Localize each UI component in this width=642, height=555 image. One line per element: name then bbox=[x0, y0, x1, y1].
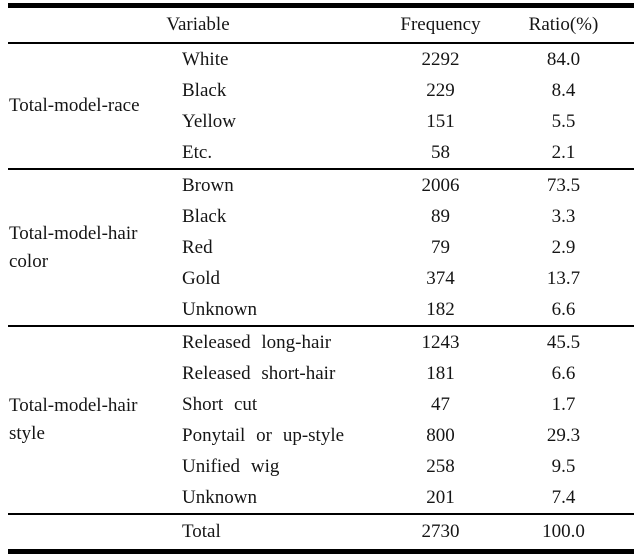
variable-cell: Unified wig bbox=[182, 455, 280, 477]
statistics-table: Variable Frequency Ratio(%) Total-model-… bbox=[8, 3, 634, 554]
ratio-cell: 13.7 bbox=[546, 267, 581, 289]
table-row: Ponytail or up-style 800 29.3 bbox=[8, 420, 634, 451]
ratio-cell: 29.3 bbox=[546, 424, 581, 446]
table-row: Yellow 151 5.5 bbox=[8, 106, 634, 137]
empty-cell bbox=[8, 514, 173, 552]
variable-cell: Yellow bbox=[182, 110, 237, 132]
variable-cell: Released short-hair bbox=[182, 362, 336, 384]
frequency-cell: 89 bbox=[431, 205, 450, 227]
table-row: Red 79 2.9 bbox=[8, 232, 634, 263]
variable-cell: White bbox=[182, 48, 229, 70]
variable-cell: Red bbox=[182, 236, 213, 258]
total-row: Total 2730 100.0 bbox=[8, 514, 634, 552]
variable-cell: Brown bbox=[182, 174, 234, 196]
total-frequency: 2730 bbox=[421, 521, 460, 542]
table-row: Gold 374 13.7 bbox=[8, 263, 634, 294]
column-header-frequency: Frequency bbox=[400, 14, 481, 35]
ratio-cell: 2.1 bbox=[551, 141, 576, 163]
frequency-cell: 2006 bbox=[421, 174, 460, 196]
table-row: Etc. 58 2.1 bbox=[8, 137, 634, 169]
variable-cell: Black bbox=[182, 205, 227, 227]
group-label-hair-style: Total-model-hair style bbox=[9, 395, 138, 444]
ratio-cell: 5.5 bbox=[551, 110, 576, 132]
ratio-cell: 8.4 bbox=[551, 79, 576, 101]
frequency-cell: 374 bbox=[426, 267, 455, 289]
variable-cell: Short cut bbox=[182, 393, 258, 415]
variable-cell: Gold bbox=[182, 267, 220, 289]
frequency-cell: 1243 bbox=[421, 331, 460, 353]
total-label: Total bbox=[182, 521, 221, 542]
frequency-cell: 2292 bbox=[421, 48, 460, 70]
table-row: Total-model-hair style Released long-hai… bbox=[8, 326, 634, 445]
table-row: Total-model-race White 2292 84.0 bbox=[8, 43, 634, 117]
table-row: Black 229 8.4 bbox=[8, 75, 634, 106]
ratio-cell: 2.9 bbox=[551, 236, 576, 258]
variable-cell: Unknown bbox=[182, 298, 257, 320]
table-row: Unified wig 258 9.5 bbox=[8, 451, 634, 482]
frequency-cell: 182 bbox=[426, 298, 455, 320]
group-total-model-hair-color: Total-model-hair color Brown 2006 73.5 B… bbox=[8, 169, 634, 326]
frequency-cell: 229 bbox=[426, 79, 455, 101]
table-row: Unknown 182 6.6 bbox=[8, 294, 634, 326]
total-ratio: 100.0 bbox=[542, 521, 585, 542]
column-header-variable: Variable bbox=[166, 14, 230, 35]
table-row: Short cut 47 1.7 bbox=[8, 389, 634, 420]
group-label-hair-color: Total-model-hair color bbox=[9, 222, 138, 272]
ratio-cell: 6.6 bbox=[551, 362, 576, 384]
variable-cell: Etc. bbox=[182, 141, 213, 163]
ratio-cell: 3.3 bbox=[551, 205, 576, 227]
frequency-cell: 151 bbox=[426, 110, 455, 132]
ratio-cell: 7.4 bbox=[551, 486, 576, 508]
group-total-model-race: Total-model-race White 2292 84.0 Black 2… bbox=[8, 43, 634, 169]
ratio-cell: 73.5 bbox=[546, 174, 581, 196]
variable-cell: Black bbox=[182, 79, 227, 101]
ratio-cell: 9.5 bbox=[551, 455, 576, 477]
ratio-cell: 1.7 bbox=[551, 393, 576, 415]
group-label-race: Total-model-race bbox=[9, 95, 140, 116]
table-row: Released short-hair 181 6.6 bbox=[8, 358, 634, 389]
variable-cell: Released long-hair bbox=[182, 331, 332, 353]
frequency-cell: 181 bbox=[426, 362, 455, 384]
frequency-cell: 201 bbox=[426, 486, 455, 508]
variable-cell: Ponytail or up-style bbox=[182, 424, 345, 446]
ratio-cell: 45.5 bbox=[546, 331, 581, 353]
table-row: Unknown 201 7.4 bbox=[8, 482, 634, 514]
frequency-cell: 79 bbox=[431, 236, 450, 258]
frequency-cell: 47 bbox=[431, 393, 450, 415]
frequency-cell: 258 bbox=[426, 455, 455, 477]
header-row: Variable Frequency Ratio(%) bbox=[8, 6, 634, 43]
frequency-cell: 800 bbox=[426, 424, 455, 446]
ratio-cell: 84.0 bbox=[546, 48, 581, 70]
group-total-model-hair-style: Total-model-hair style Released long-hai… bbox=[8, 326, 634, 514]
column-header-ratio: Ratio(%) bbox=[528, 14, 599, 35]
table-row: Black 89 3.3 bbox=[8, 201, 634, 232]
total-section: Total 2730 100.0 bbox=[8, 514, 634, 552]
ratio-cell: 6.6 bbox=[551, 298, 576, 320]
variable-cell: Unknown bbox=[182, 486, 257, 508]
frequency-cell: 58 bbox=[431, 141, 450, 163]
table-row: Total-model-hair color Brown 2006 73.5 bbox=[8, 169, 634, 272]
